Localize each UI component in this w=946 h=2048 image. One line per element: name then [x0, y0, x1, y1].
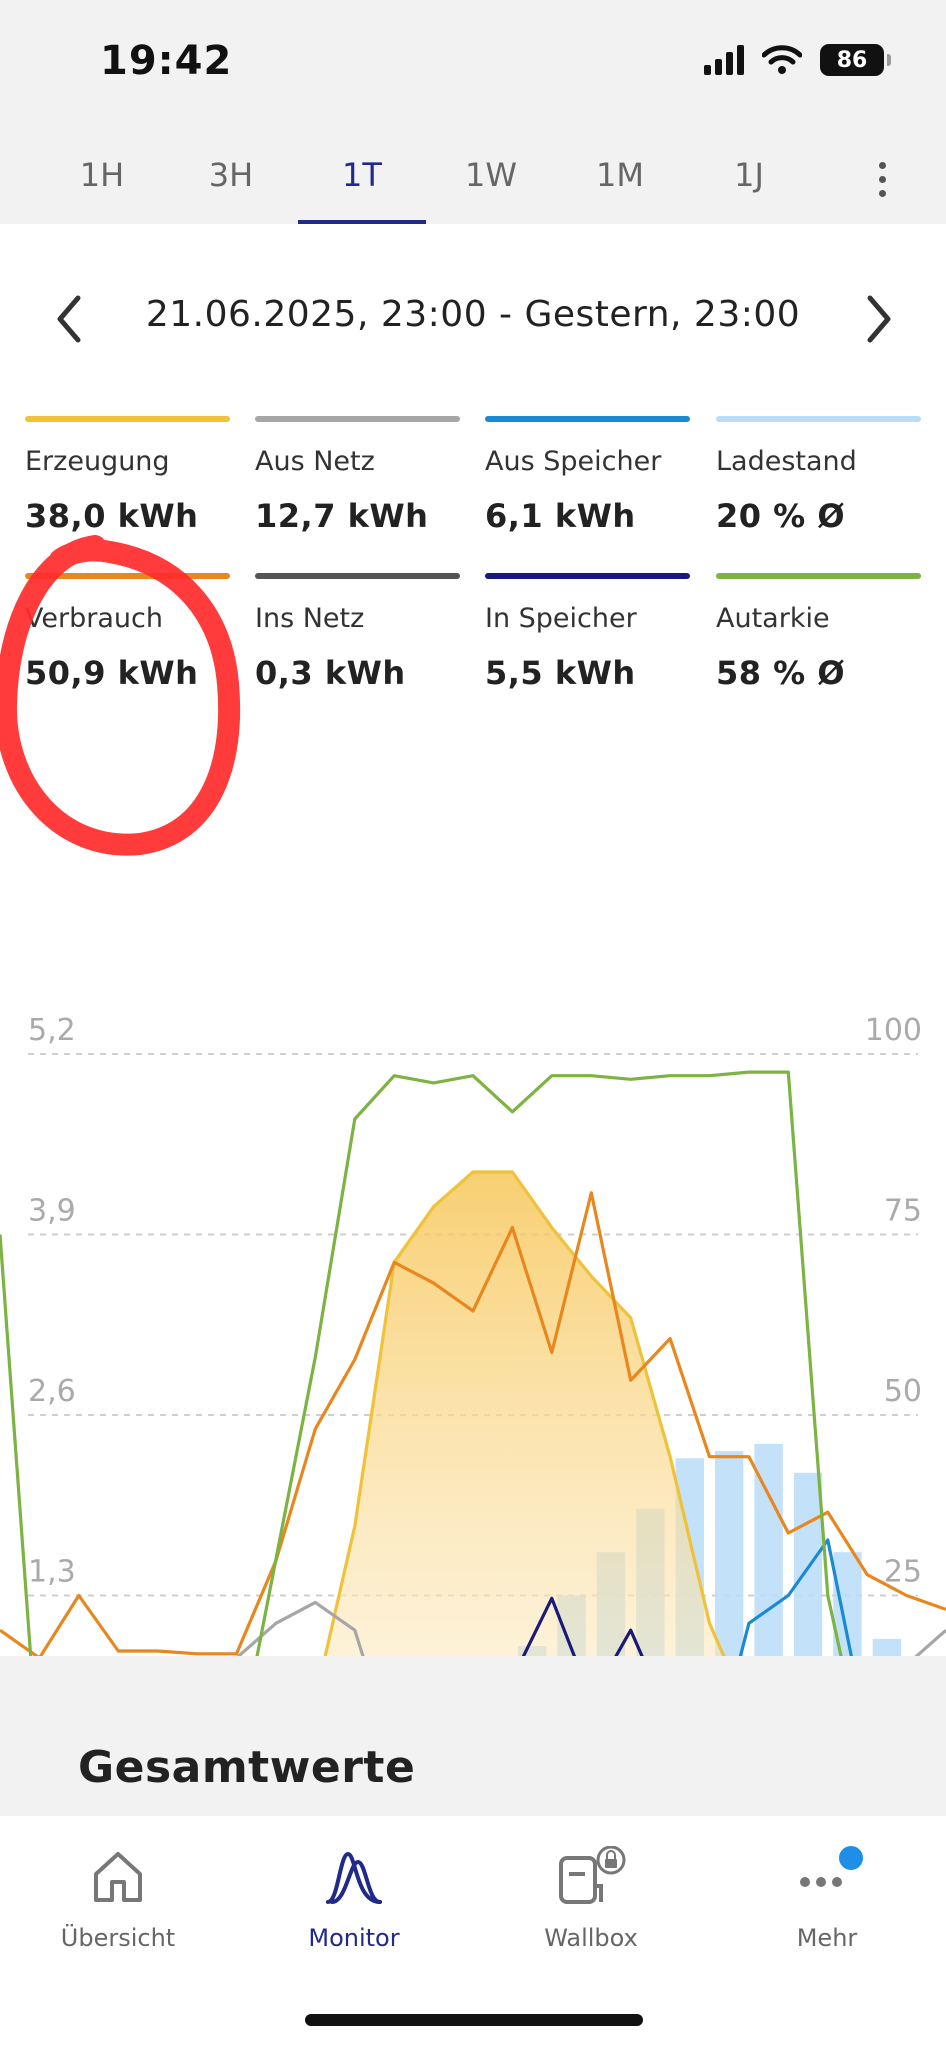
legend-erzeugung[interactable]: Erzeugung 38,0 kWh	[25, 416, 230, 535]
legend-aus-speicher[interactable]: Aus Speicher 6,1 kWh	[485, 416, 690, 535]
previous-day-icon[interactable]	[50, 292, 90, 346]
legend-aus-netz[interactable]: Aus Netz 12,7 kWh	[255, 416, 460, 535]
legend-ins-netz[interactable]: Ins Netz 0,3 kWh	[255, 573, 460, 692]
nav-label: Übersicht	[60, 1924, 176, 1952]
tab-1m[interactable]: 1M	[596, 156, 644, 194]
tab-3h[interactable]: 3H	[208, 156, 254, 194]
legend-color-bar	[716, 573, 921, 579]
status-bar: 19:42 86	[0, 0, 946, 130]
y-right-tick-label: 75	[884, 1194, 922, 1229]
legend-color-bar	[25, 416, 230, 422]
y-left-tick-label: 2,6	[28, 1374, 76, 1409]
legend-label: Ins Netz	[255, 603, 365, 634]
bottom-navigation: Übersicht Monitor Wallbox Mehr	[0, 1816, 946, 2048]
totals-title: Gesamtwerte	[78, 1742, 416, 1793]
more-icon	[800, 1846, 863, 1887]
legend-label: Autarkie	[716, 603, 830, 634]
legend-label: Ladestand	[716, 446, 857, 477]
cellular-signal-icon	[704, 45, 744, 75]
more-options-icon[interactable]	[876, 162, 888, 197]
legend-value: 50,9 kWh	[25, 654, 199, 692]
monitor-content: 21.06.2025, 23:00 - Gestern, 23:00 Erzeu…	[0, 224, 946, 1840]
legend-value: 58 % Ø	[716, 654, 846, 692]
legend-value: 38,0 kWh	[25, 497, 199, 535]
status-icons: 86	[704, 44, 891, 76]
legend-color-bar	[485, 416, 690, 422]
y-left-tick-label: 5,2	[28, 1013, 76, 1048]
legend-ladestand[interactable]: Ladestand 20 % Ø	[716, 416, 921, 535]
wifi-icon	[762, 45, 802, 74]
legend-label: Aus Netz	[255, 446, 375, 477]
date-range-label: 21.06.2025, 23:00 - Gestern, 23:00	[145, 294, 801, 335]
red-annotation-circle	[0, 535, 241, 856]
home-indicator	[305, 2014, 643, 2026]
legend-value: 6,1 kWh	[485, 497, 636, 535]
totals-section: Gesamtwerte	[0, 1656, 946, 1816]
nav-mehr[interactable]: Mehr	[727, 1846, 927, 1952]
nav-monitor[interactable]: Monitor	[254, 1846, 454, 1952]
battery-level: 86	[836, 47, 868, 73]
legend-autarkie[interactable]: Autarkie 58 % Ø	[716, 573, 921, 692]
legend-label: Erzeugung	[25, 446, 170, 477]
legend-verbrauch[interactable]: Verbrauch 50,9 kWh	[25, 573, 230, 692]
verbrauch-line	[0, 1191, 946, 1660]
legend-color-bar	[485, 573, 690, 579]
legend-value: 5,5 kWh	[485, 654, 636, 692]
legend-color-bar	[255, 573, 460, 579]
monitor-icon	[326, 1851, 382, 1904]
date-navigator: 21.06.2025, 23:00 - Gestern, 23:00	[0, 284, 946, 354]
legend-color-bar	[255, 416, 460, 422]
legend-color-bar	[25, 573, 230, 579]
y-left-tick-label: 3,9	[28, 1194, 76, 1229]
home-icon	[94, 1852, 142, 1902]
y-right-tick-label: 100	[865, 1013, 922, 1048]
next-day-icon[interactable]	[858, 292, 898, 346]
legend-in-speicher[interactable]: In Speicher 5,5 kWh	[485, 573, 690, 692]
tab-1j[interactable]: 1J	[734, 156, 764, 194]
nav-label: Monitor	[308, 1924, 400, 1952]
nav-uebersicht[interactable]: Übersicht	[18, 1846, 218, 1952]
legend-label: Aus Speicher	[485, 446, 662, 477]
legend-label: Verbrauch	[25, 603, 163, 634]
legend-color-bar	[716, 416, 921, 422]
y-left-tick-label: 1,3	[28, 1555, 76, 1590]
wallbox-icon	[559, 1846, 626, 1904]
y-right-tick-label: 50	[884, 1374, 922, 1409]
nav-label: Mehr	[796, 1924, 858, 1952]
time-range-tabs: 1H 3H 1T 1W 1M 1J	[0, 140, 946, 224]
y-right-tick-label: 25	[884, 1555, 922, 1590]
tab-1h[interactable]: 1H	[79, 156, 125, 194]
nav-wallbox[interactable]: Wallbox	[491, 1846, 691, 1952]
tab-1w[interactable]: 1W	[465, 156, 517, 194]
legend-label: In Speicher	[485, 603, 637, 634]
legend-value: 0,3 kWh	[255, 654, 406, 692]
clock: 19:42	[100, 38, 233, 84]
notification-badge	[839, 1846, 863, 1870]
tab-1t[interactable]: 1T	[298, 156, 426, 224]
legend-value: 20 % Ø	[716, 497, 846, 535]
nav-label: Wallbox	[544, 1924, 638, 1952]
legend-value: 12,7 kWh	[255, 497, 429, 535]
battery-icon: 86	[820, 44, 891, 76]
